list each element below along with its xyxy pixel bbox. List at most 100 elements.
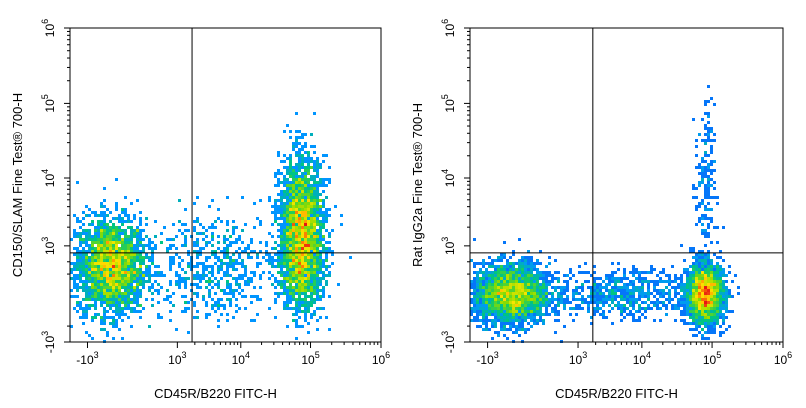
data-point	[322, 184, 325, 187]
data-point	[301, 193, 304, 196]
data-point	[653, 301, 656, 304]
data-point	[253, 271, 256, 274]
data-point	[295, 310, 298, 313]
data-point	[479, 304, 482, 307]
data-point	[121, 277, 124, 280]
data-point	[148, 286, 151, 289]
data-point	[482, 265, 485, 268]
data-point	[88, 334, 91, 337]
data-point	[301, 148, 304, 151]
data-point	[707, 121, 710, 124]
data-point	[503, 298, 506, 301]
data-point	[701, 229, 704, 232]
data-point	[301, 277, 304, 280]
data-point	[701, 298, 704, 301]
data-point	[500, 304, 503, 307]
data-point	[536, 292, 539, 295]
data-point	[91, 271, 94, 274]
data-point	[286, 202, 289, 205]
data-point	[593, 307, 596, 310]
data-point	[647, 292, 650, 295]
data-point	[319, 229, 322, 232]
data-point	[716, 226, 719, 229]
data-point	[274, 199, 277, 202]
data-point	[638, 295, 641, 298]
data-point	[226, 247, 229, 250]
data-point	[100, 283, 103, 286]
data-point	[473, 298, 476, 301]
data-point	[115, 280, 118, 283]
data-point	[494, 310, 497, 313]
data-point	[145, 256, 148, 259]
data-point	[298, 307, 301, 310]
data-point	[76, 301, 79, 304]
data-point	[280, 211, 283, 214]
data-point	[130, 289, 133, 292]
data-point	[494, 280, 497, 283]
data-point	[512, 286, 515, 289]
data-point	[91, 244, 94, 247]
data-point	[118, 262, 121, 265]
data-point	[289, 289, 292, 292]
data-point	[82, 313, 85, 316]
data-point	[286, 265, 289, 268]
data-point	[289, 226, 292, 229]
data-point	[500, 286, 503, 289]
data-point	[319, 259, 322, 262]
data-point	[527, 292, 530, 295]
data-point	[701, 292, 704, 295]
data-point	[109, 295, 112, 298]
data-point	[301, 157, 304, 160]
data-point	[310, 271, 313, 274]
data-point	[298, 238, 301, 241]
data-point	[220, 313, 223, 316]
data-point	[704, 268, 707, 271]
data-point	[223, 235, 226, 238]
data-point	[719, 313, 722, 316]
data-point	[112, 235, 115, 238]
data-point	[536, 277, 539, 280]
data-point	[599, 307, 602, 310]
data-point	[271, 223, 274, 226]
data-point	[178, 286, 181, 289]
data-point	[491, 310, 494, 313]
data-point	[665, 280, 668, 283]
data-point	[695, 322, 698, 325]
data-point	[533, 301, 536, 304]
right-x-tick-label: 103	[569, 350, 587, 367]
data-point	[82, 280, 85, 283]
data-point	[85, 244, 88, 247]
left-y-tick-label: -103	[40, 331, 57, 353]
data-point	[488, 277, 491, 280]
data-point	[124, 277, 127, 280]
data-point	[620, 286, 623, 289]
data-point	[295, 202, 298, 205]
data-point	[722, 304, 725, 307]
data-point	[500, 307, 503, 310]
data-point	[100, 253, 103, 256]
data-point	[148, 238, 151, 241]
data-point	[536, 313, 539, 316]
data-point	[295, 175, 298, 178]
data-point	[322, 292, 325, 295]
data-point	[247, 280, 250, 283]
data-point	[689, 277, 692, 280]
data-point	[286, 289, 289, 292]
data-point	[76, 250, 79, 253]
data-point	[557, 292, 560, 295]
data-point	[704, 283, 707, 286]
data-point	[274, 316, 277, 319]
data-point	[310, 193, 313, 196]
data-point	[698, 259, 701, 262]
data-point	[512, 262, 515, 265]
data-point	[476, 316, 479, 319]
data-point	[304, 202, 307, 205]
data-point	[707, 130, 710, 133]
data-point	[304, 178, 307, 181]
data-point	[500, 256, 503, 259]
data-point	[310, 286, 313, 289]
data-point	[103, 247, 106, 250]
data-point	[142, 256, 145, 259]
data-point	[235, 298, 238, 301]
data-point	[220, 289, 223, 292]
